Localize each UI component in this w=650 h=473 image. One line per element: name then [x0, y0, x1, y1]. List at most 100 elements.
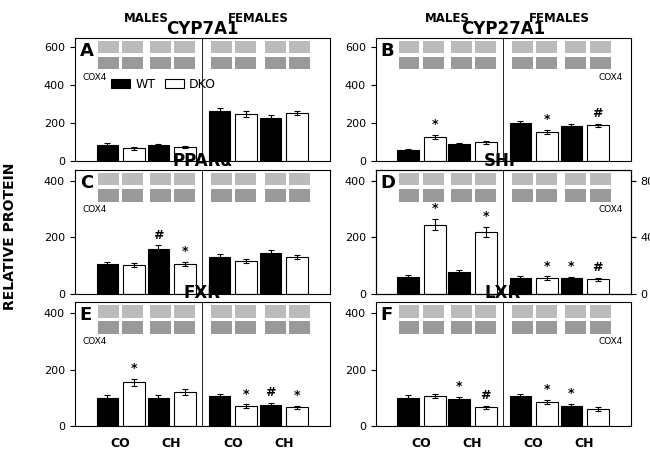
- Text: CH: CH: [575, 437, 594, 450]
- Text: D: D: [381, 174, 396, 192]
- Bar: [422, 189, 444, 201]
- Text: CH: CH: [162, 437, 181, 450]
- Bar: [289, 57, 310, 70]
- Bar: [448, 399, 470, 426]
- Text: *: *: [131, 362, 137, 375]
- Text: #: #: [480, 389, 491, 402]
- Bar: [209, 396, 230, 426]
- Bar: [174, 305, 195, 317]
- Bar: [174, 392, 196, 426]
- Bar: [536, 278, 558, 294]
- Bar: [289, 305, 310, 317]
- Bar: [98, 41, 118, 53]
- Bar: [122, 305, 143, 317]
- Bar: [590, 57, 610, 70]
- Bar: [209, 257, 230, 294]
- Bar: [174, 41, 195, 53]
- Bar: [512, 189, 533, 201]
- Bar: [536, 402, 558, 426]
- Bar: [122, 189, 143, 201]
- Bar: [265, 189, 285, 201]
- Bar: [97, 264, 118, 294]
- Text: F: F: [381, 306, 393, 324]
- Bar: [289, 321, 310, 333]
- Text: #: #: [593, 107, 603, 120]
- Bar: [235, 57, 256, 70]
- Bar: [260, 253, 281, 294]
- Bar: [98, 305, 118, 317]
- Bar: [398, 321, 419, 333]
- Bar: [235, 321, 256, 333]
- Bar: [265, 57, 285, 70]
- Bar: [235, 261, 257, 294]
- Bar: [475, 321, 496, 333]
- Bar: [536, 173, 557, 185]
- Bar: [122, 41, 143, 53]
- Bar: [289, 189, 310, 201]
- Bar: [475, 232, 497, 294]
- Bar: [235, 406, 257, 426]
- Bar: [286, 113, 308, 161]
- Bar: [122, 321, 143, 333]
- Bar: [260, 118, 281, 161]
- Bar: [590, 189, 610, 201]
- Bar: [566, 57, 586, 70]
- Bar: [536, 132, 558, 161]
- Bar: [512, 321, 533, 333]
- Bar: [587, 409, 608, 426]
- Title: SHP: SHP: [484, 152, 522, 170]
- Bar: [587, 125, 608, 161]
- Bar: [424, 396, 445, 426]
- Bar: [211, 41, 232, 53]
- Text: MALES: MALES: [424, 12, 469, 26]
- Bar: [174, 147, 196, 161]
- Bar: [398, 305, 419, 317]
- Bar: [235, 305, 256, 317]
- Title: LXR: LXR: [485, 284, 521, 302]
- Text: FEMALES: FEMALES: [528, 12, 590, 26]
- Legend: WT, DKO: WT, DKO: [107, 72, 221, 96]
- Bar: [512, 57, 533, 70]
- Text: *: *: [482, 210, 489, 223]
- Bar: [398, 41, 419, 53]
- Bar: [123, 149, 145, 161]
- Text: COX4: COX4: [599, 73, 623, 82]
- Bar: [148, 249, 169, 294]
- Text: *: *: [456, 380, 462, 393]
- Bar: [260, 404, 281, 426]
- Text: B: B: [381, 42, 395, 60]
- Bar: [98, 57, 118, 70]
- Bar: [265, 41, 285, 53]
- Text: C: C: [80, 174, 93, 192]
- Bar: [122, 57, 143, 70]
- Bar: [265, 173, 285, 185]
- Bar: [289, 173, 310, 185]
- Bar: [475, 407, 497, 426]
- Bar: [150, 305, 171, 317]
- Bar: [150, 173, 171, 185]
- Bar: [590, 305, 610, 317]
- Title: CYP7A1: CYP7A1: [166, 20, 239, 38]
- Text: CO: CO: [223, 437, 242, 450]
- Bar: [475, 305, 496, 317]
- Bar: [235, 114, 257, 161]
- Bar: [566, 189, 586, 201]
- Bar: [475, 41, 496, 53]
- Bar: [566, 305, 586, 317]
- Bar: [397, 398, 419, 426]
- Bar: [424, 225, 445, 294]
- Text: *: *: [432, 118, 438, 131]
- Bar: [536, 189, 557, 201]
- Bar: [475, 57, 496, 70]
- Bar: [590, 173, 610, 185]
- Bar: [450, 321, 472, 333]
- Bar: [235, 189, 256, 201]
- Bar: [512, 305, 533, 317]
- Bar: [510, 123, 531, 161]
- Bar: [424, 137, 445, 161]
- Text: *: *: [432, 202, 438, 215]
- Bar: [422, 305, 444, 317]
- Bar: [150, 321, 171, 333]
- Text: CH: CH: [274, 437, 294, 450]
- Bar: [209, 111, 230, 161]
